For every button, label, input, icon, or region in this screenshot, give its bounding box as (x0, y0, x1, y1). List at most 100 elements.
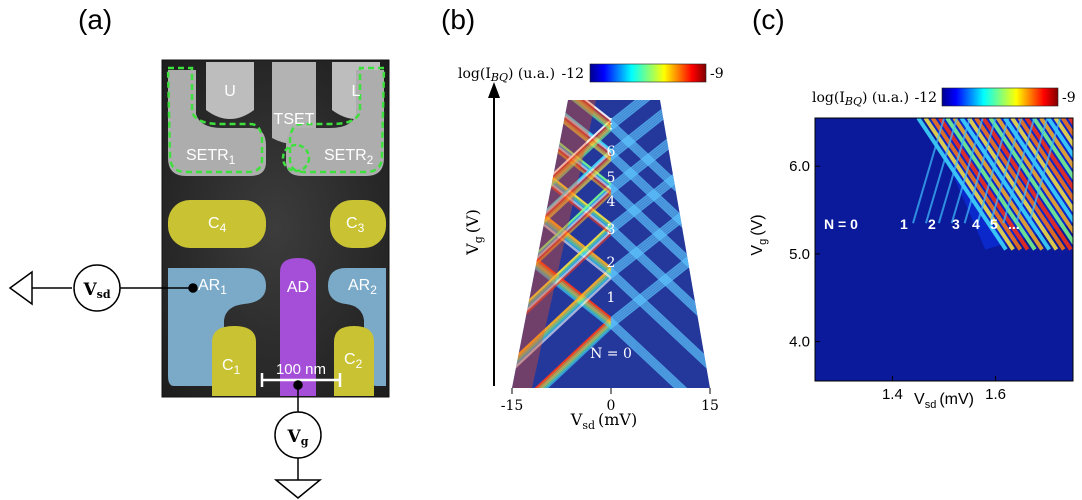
diamond-edge (610, 212, 710, 324)
tset-dot-outline (281, 143, 311, 173)
plot-frame-c (814, 117, 1074, 382)
transition-line (1010, 118, 1073, 213)
label-C3: C3 (346, 215, 365, 235)
diamond-edge (512, 100, 612, 151)
transition-line (923, 118, 1015, 251)
high-current-band (512, 100, 596, 388)
diamond-edge (610, 228, 710, 360)
x-tick-label-c: 1.6 (985, 386, 1006, 403)
label-U: U (224, 83, 236, 100)
electron-label: 4 (972, 216, 980, 232)
diamond-edge (610, 100, 710, 124)
diamond-edge (610, 100, 710, 131)
label-SETR2: SETR2 (324, 147, 374, 167)
diamond-edge (512, 100, 612, 131)
diamond-edge (610, 322, 710, 388)
diamond-edge (512, 274, 612, 388)
diamond-label: 4 (607, 194, 616, 210)
diamond-edge (610, 277, 710, 388)
diamond-edge (610, 100, 710, 156)
diamond-edge (610, 100, 710, 154)
diamond-edge (610, 183, 710, 315)
electron-label: 2 (928, 216, 936, 232)
diamond-edge (610, 269, 710, 388)
diamond-edge (610, 319, 710, 388)
transition-line (989, 118, 1023, 224)
gate-C2 (334, 326, 374, 396)
transition-line (1015, 118, 1049, 224)
diamond-edge (610, 159, 710, 291)
diamond-edge (512, 277, 612, 388)
diamond-edge (610, 225, 710, 358)
diamond-edge (610, 185, 710, 318)
transition-line (1046, 118, 1073, 159)
colorbar-b-min: -12 (561, 66, 584, 82)
device-image (161, 59, 390, 398)
diamond-edge (610, 267, 710, 388)
colorbar-c-max: -9 (1062, 90, 1076, 106)
transition-line (1053, 118, 1073, 148)
diamond-edge (610, 223, 710, 355)
vsd-symbol-text: Vsd (82, 280, 110, 301)
diamond-edge (512, 327, 612, 388)
diamond-label: ⋮ (604, 116, 618, 132)
diamond-edge (512, 269, 612, 388)
diamond-label: 6 (607, 144, 616, 160)
colorbar-b-max: -9 (710, 66, 724, 82)
diamond-edge (512, 100, 612, 121)
colorbar-c-min: -12 (914, 90, 937, 106)
transition-line (1002, 118, 1036, 224)
transition-line (912, 118, 945, 224)
xlabel-b: Vsd (mV) (570, 410, 637, 432)
diamond-edge (610, 100, 710, 151)
label-C1: C1 (222, 357, 241, 377)
setr1-outline (166, 66, 264, 174)
label-SETR1: SETR1 (186, 147, 236, 167)
electron-label: ... (1008, 216, 1020, 232)
diamond-edge (512, 233, 612, 365)
ylabel-b: Vg(V) (463, 209, 485, 256)
y-tick-label-c: 4.0 (789, 334, 810, 351)
transition-line (952, 118, 1044, 251)
gate-AR1 (168, 268, 266, 386)
electron-label: N = 0 (824, 216, 858, 232)
label-C4: C4 (208, 215, 227, 235)
gate-labels: U L TSET SETR1 SETR2 C4 C3 AR1 AD AR2 C1… (186, 83, 377, 378)
transition-line (1003, 118, 1073, 224)
electron-label: 3 (952, 216, 960, 232)
transition-line (950, 118, 984, 224)
diamond-edge (610, 156, 710, 289)
diamond-edge (610, 274, 710, 388)
gate-C1 (212, 326, 256, 396)
transition-line (938, 118, 1030, 251)
label-AR1: AR1 (198, 277, 227, 297)
diamond-edge (610, 324, 710, 388)
colorbar-c-label: log(IBQ) (u.a.) (812, 90, 909, 108)
diamond-edge (512, 193, 612, 325)
ylabel-c: Vg(V) (749, 214, 769, 255)
diamond-edge (512, 322, 612, 388)
transition-line (963, 118, 997, 224)
x-tick-label-b: 0 (607, 398, 616, 414)
gate-TSET (272, 62, 316, 144)
gate-AD (280, 258, 316, 396)
x-tick-label-b: 15 (701, 398, 719, 414)
label-TSET: TSET (274, 111, 315, 128)
colorbar-c (941, 87, 1059, 107)
transition-line (988, 118, 1073, 246)
scale-bar-label: 100 nm (276, 361, 326, 378)
colorbar-b (589, 63, 707, 83)
heatmap-c (815, 118, 1073, 381)
diamond-edge (610, 327, 710, 388)
diamond-edge (512, 225, 612, 358)
diamond-edge (512, 100, 612, 156)
diamond-edge (610, 217, 710, 329)
diamond-edge (610, 272, 710, 388)
diamond-edge (512, 272, 612, 388)
transition-line (924, 118, 958, 224)
diamond-edge (610, 100, 710, 121)
diamond-edge (610, 154, 710, 286)
diamond-label: 2 (607, 255, 616, 271)
panel-label-a: (a) (78, 4, 113, 35)
label-L: L (352, 83, 361, 100)
